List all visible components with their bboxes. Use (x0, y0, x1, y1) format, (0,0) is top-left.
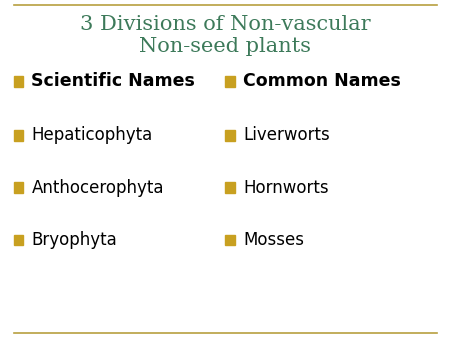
FancyBboxPatch shape (225, 130, 235, 141)
Text: Liverworts: Liverworts (243, 126, 330, 144)
FancyBboxPatch shape (225, 182, 235, 193)
Text: Bryophyta: Bryophyta (32, 231, 117, 249)
Text: 3 Divisions of Non-vascular
Non-seed plants: 3 Divisions of Non-vascular Non-seed pla… (80, 15, 370, 56)
FancyBboxPatch shape (225, 76, 235, 87)
FancyBboxPatch shape (14, 130, 23, 141)
FancyBboxPatch shape (14, 182, 23, 193)
FancyBboxPatch shape (225, 235, 235, 245)
Text: Scientific Names: Scientific Names (32, 72, 195, 90)
Text: Hepaticophyta: Hepaticophyta (32, 126, 153, 144)
Text: Anthocerophyta: Anthocerophyta (32, 178, 164, 197)
Text: Mosses: Mosses (243, 231, 304, 249)
Text: Hornworts: Hornworts (243, 178, 328, 197)
FancyBboxPatch shape (14, 235, 23, 245)
FancyBboxPatch shape (14, 76, 23, 87)
Text: Common Names: Common Names (243, 72, 401, 90)
